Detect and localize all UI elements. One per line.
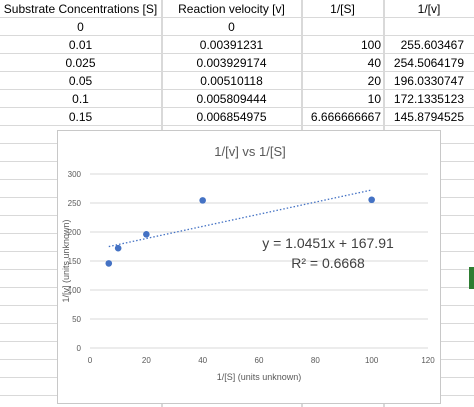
cell-substrate-conc[interactable]: 0.025 [0,54,162,72]
table-row: 0.01 0.00391231 100 255.603467 [0,36,474,54]
x-axis-label: 1/[S] (units unknown) [217,372,302,382]
y-tick-label: 50 [72,315,81,324]
trendline-equation: y = 1.0451x + 167.91 [262,235,394,251]
cell-substrate-conc[interactable]: 0 [0,18,162,36]
cell-substrate-conc[interactable]: 0.15 [0,108,162,126]
y-tick-label: 100 [68,286,82,295]
x-tick-label: 40 [198,356,207,365]
data-point [199,197,206,204]
header-cell-inverse-v[interactable]: 1/[v] [417,2,441,16]
x-tick-label: 60 [255,356,264,365]
cell-substrate-conc[interactable]: 0.05 [0,72,162,90]
scatter-chart[interactable]: 1/[v] vs 1/[S] 0 50 100 150 200 250 300 0 20 40 60 8… [57,130,441,404]
data-point [114,244,122,252]
y-tick-label: 0 [77,344,82,353]
cell-reaction-velocity[interactable]: 0.00391231 [162,36,302,54]
y-tick-label: 200 [68,228,82,237]
cell-inverse-v[interactable]: 172.1335123 [393,92,464,106]
table-row: 0.15 0.006854975 6.666666667 145.8794525 [0,108,474,126]
cell-inverse-v[interactable]: 145.8794525 [393,110,464,124]
y-tick-label: 250 [68,199,82,208]
cell-inverse-v[interactable]: 254.5064179 [393,56,464,70]
x-tick-label: 20 [142,356,151,365]
cell-reaction-velocity[interactable]: 0.006854975 [162,108,302,126]
cell-inverse-s[interactable]: 40 [302,54,384,72]
trendline [108,189,372,248]
cell-reaction-velocity[interactable]: 0.003929174 [162,54,302,72]
cell-substrate-conc[interactable]: 0.1 [0,90,162,108]
header-cell-reaction-velocity[interactable]: Reaction velocity [v] [162,0,302,18]
x-tick-label: 120 [421,356,435,365]
cell-inverse-s[interactable]: 6.666666667 [302,108,384,126]
x-tick-label: 100 [365,356,379,365]
data-point [105,260,113,267]
header-cell-substrate-conc[interactable]: Substrate Concentrations [S] [0,0,162,18]
cell-inverse-v[interactable]: 255.603467 [400,38,464,52]
chart-canvas: 1/[v] vs 1/[S] 0 50 100 150 200 250 300 0 20 40 60 8… [61,144,435,382]
cell-inverse-v[interactable] [384,18,474,36]
r-squared-label: R² = 0.6668 [291,255,365,271]
x-tick-label: 0 [88,356,93,365]
header-cell-inverse-s[interactable]: 1/[S] [302,0,384,18]
table-row: 0.1 0.005809444 10 172.1335123 [0,90,474,108]
cell-inverse-s[interactable]: 10 [302,90,384,108]
sheet-edge-marker[interactable] [469,267,474,289]
cell-inverse-v[interactable]: 196.0330747 [393,74,464,88]
x-tick-label: 80 [311,356,320,365]
y-tick-label: 300 [68,170,82,179]
cell-reaction-velocity[interactable]: 0 [162,18,302,36]
cell-inverse-s[interactable]: 20 [302,72,384,90]
y-axis-label: 1/[v] (units unknown) [61,219,71,302]
chart-title: 1/[v] vs 1/[S] [214,144,286,159]
cell-inverse-s[interactable]: 100 [302,36,384,54]
cell-inverse-s[interactable] [302,18,384,36]
cell-substrate-conc[interactable]: 0.01 [0,36,162,54]
table-row: 0.05 0.00510118 20 196.0330747 [0,72,474,90]
cell-reaction-velocity[interactable]: 0.00510118 [162,72,302,90]
header-row: Substrate Concentrations [S] Reaction vel… [0,0,474,18]
y-tick-label: 150 [68,257,82,266]
cell-reaction-velocity[interactable]: 0.005809444 [162,90,302,108]
data-point [143,231,150,238]
data-point [368,196,375,204]
table-row: 0.025 0.003929174 40 254.5064179 [0,54,474,72]
